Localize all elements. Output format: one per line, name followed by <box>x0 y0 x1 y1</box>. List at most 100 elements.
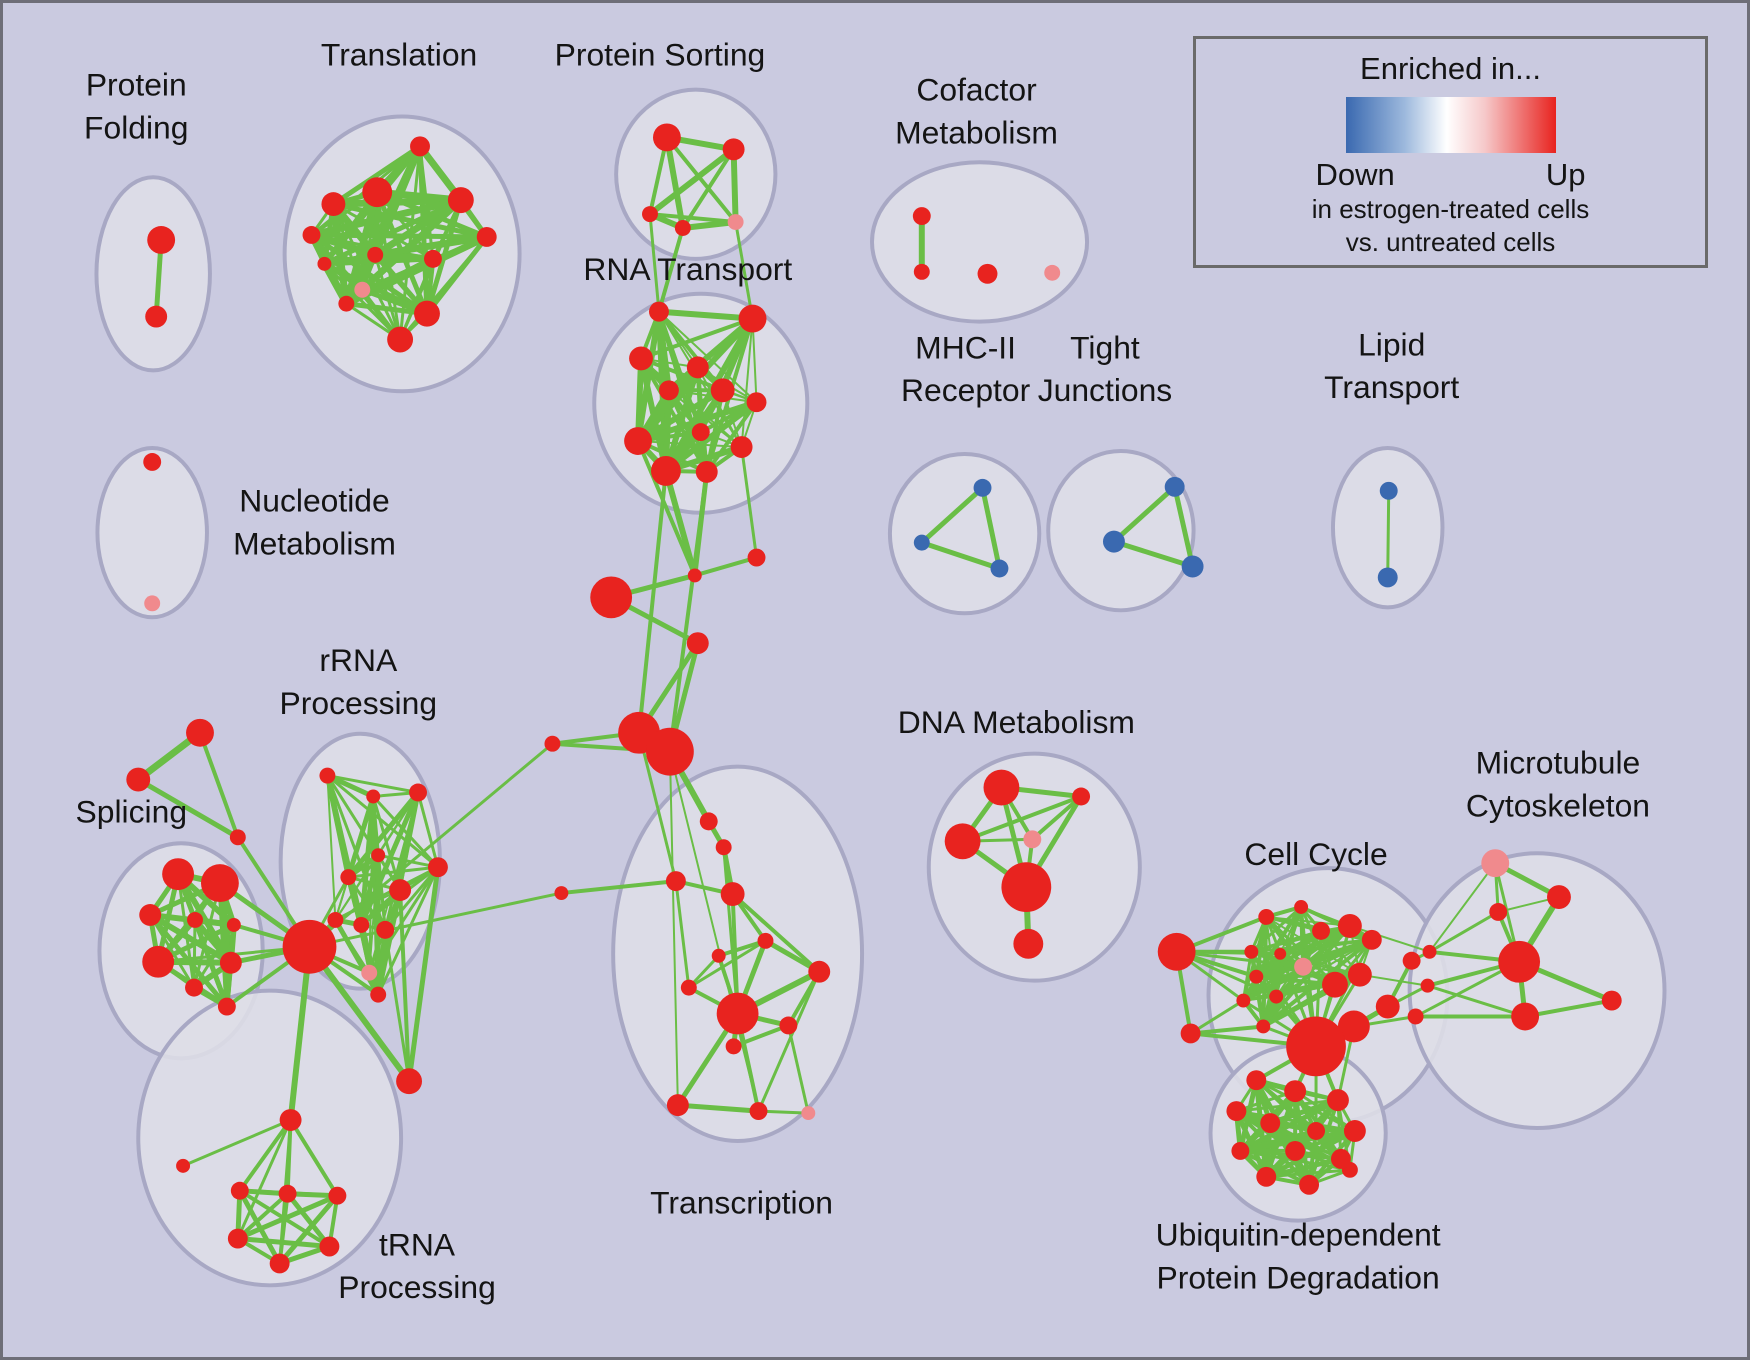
gene-set-node-sp1 <box>162 858 195 891</box>
gene-set-node-mt1 <box>1481 849 1510 878</box>
cluster-dna-metabolism-label-line1: DNA Metabolism <box>898 704 1135 740</box>
gene-set-node-u3 <box>1326 1089 1349 1112</box>
gene-set-node-cc12 <box>1236 993 1251 1008</box>
gene-set-node-d2 <box>1072 787 1091 806</box>
cluster-nucleotide-metabolism-label-line1: Nucleotide <box>239 483 389 519</box>
edge <box>1264 1168 1352 1179</box>
gene-set-node-tc1 <box>699 812 718 831</box>
gene-set-node-cc3 <box>1312 921 1330 940</box>
edge <box>326 774 337 921</box>
gene-set-node-t6 <box>476 227 497 247</box>
gene-set-node-r7 <box>746 392 767 413</box>
gene-set-node-u8 <box>1231 1141 1250 1160</box>
gene-set-node-cc4 <box>1337 913 1362 938</box>
edge <box>321 252 378 267</box>
edge <box>376 865 440 997</box>
gene-set-node-x2 <box>554 886 569 901</box>
gene-set-node-t3 <box>321 192 346 217</box>
edge <box>217 880 230 1010</box>
edge <box>306 943 413 1085</box>
gene-set-node-d6 <box>1013 928 1044 959</box>
edge <box>637 731 678 883</box>
gene-set-node-tr4 <box>680 979 697 996</box>
cluster-mhc-ii-receptor-ellipse <box>887 452 1042 616</box>
edge <box>674 879 691 990</box>
edge <box>1254 974 1266 1029</box>
edge <box>1234 1109 1312 1187</box>
edge <box>675 1102 762 1114</box>
gene-set-node-cc17 <box>1375 994 1400 1019</box>
edge <box>1523 998 1614 1019</box>
gene-set-node-u7 <box>1343 1120 1366 1142</box>
edge <box>1428 910 1500 954</box>
gene-set-node-s4 <box>674 220 691 236</box>
edge <box>662 467 698 579</box>
edge <box>237 1118 293 1193</box>
gene-set-node-r10 <box>730 436 753 458</box>
legend-subtitle-line1: in estrogen-treated cells <box>1311 194 1590 224</box>
gene-set-node-r8 <box>624 427 652 455</box>
cluster-lipid-transport-label-line2: Transport <box>1324 369 1459 405</box>
edge <box>308 742 554 949</box>
cluster-protein-folding-label-line2: Folding <box>84 109 188 145</box>
edge <box>1263 1156 1344 1180</box>
gene-set-node-u6 <box>1307 1122 1326 1140</box>
gene-set-node-d1 <box>983 769 1020 806</box>
gene-set-node-g2 <box>126 767 151 792</box>
edge <box>687 939 767 990</box>
edge <box>1175 950 1305 969</box>
edge <box>1189 999 1245 1035</box>
cluster-ubiquitin-degradation-label-line2: Protein Degradation <box>1157 1259 1440 1295</box>
gene-set-node-tr6 <box>779 1016 798 1035</box>
edge <box>398 235 489 342</box>
gene-set-node-tr5 <box>716 992 759 1035</box>
edge <box>346 865 440 879</box>
edge <box>656 309 725 393</box>
gene-set-node-t2 <box>362 177 393 208</box>
edge <box>1386 489 1391 579</box>
gene-set-node-p6 <box>269 1253 290 1274</box>
edge <box>722 845 740 1016</box>
edge <box>1111 484 1178 545</box>
edge <box>398 888 412 1084</box>
edge <box>635 387 726 445</box>
edge <box>321 197 464 267</box>
edge <box>325 774 440 869</box>
gene-set-node-u11 <box>1256 1166 1277 1187</box>
edge <box>322 262 402 342</box>
gene-set-node-u9 <box>1285 1140 1306 1161</box>
gene-set-node-p4 <box>227 1228 248 1249</box>
gene-set-node-lh <box>282 919 337 974</box>
gene-set-node-b8 <box>1377 567 1398 588</box>
gene-set-node-mt6 <box>1511 1002 1540 1031</box>
edge <box>235 1191 290 1241</box>
cluster-transcription-label-line1: Transcription <box>650 1185 833 1221</box>
edge <box>656 226 685 314</box>
edge <box>197 730 240 840</box>
gene-set-node-b3 <box>990 559 1009 578</box>
cluster-rrna-processing-label-line1: rRNA <box>319 642 398 678</box>
gene-set-node-rr7 <box>327 911 344 928</box>
edge <box>664 135 738 225</box>
edge <box>1237 1128 1358 1154</box>
gene-set-node-p3 <box>328 1186 347 1205</box>
gene-set-node-cl2 <box>1180 1023 1201 1044</box>
gene-set-node-c2 <box>747 548 766 567</box>
gene-set-node-cc15 <box>1286 1016 1346 1077</box>
cluster-cofactor-metabolism-label-line2: Metabolism <box>895 114 1058 150</box>
edge <box>757 970 821 1113</box>
gene-set-node-b5 <box>1102 530 1125 553</box>
gene-set-node-c1 <box>687 568 702 583</box>
edge <box>324 773 376 799</box>
gene-set-node-cc9 <box>1322 971 1348 998</box>
edge <box>375 927 388 998</box>
edge <box>716 938 768 958</box>
cluster-cofactor-metabolism-ellipse <box>870 160 1090 324</box>
cluster-microtubule-cytoskeleton-label-line1: Microtubule <box>1476 745 1641 781</box>
gene-set-node-h1 <box>590 576 633 619</box>
gene-set-node-mc1 <box>1422 944 1437 959</box>
gene-set-node-cc6 <box>1244 944 1259 959</box>
cluster-splicing-label-line1: Splicing <box>76 793 188 829</box>
gene-set-node-tr9 <box>749 1102 768 1121</box>
